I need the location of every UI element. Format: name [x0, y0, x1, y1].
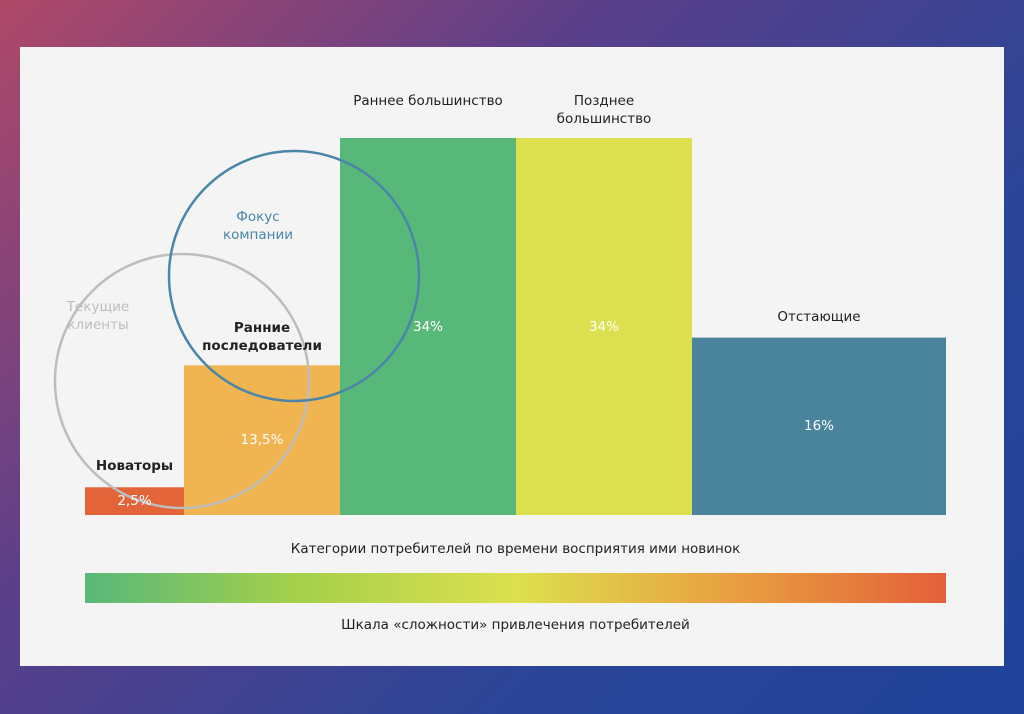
segment-circle	[167, 149, 421, 403]
x-axis-label: Категории потребителей по времени воспри…	[290, 541, 741, 557]
category-label: Ранние последователи	[202, 320, 322, 355]
scale-label: Шкала «сложности» привлечения потребител…	[341, 617, 690, 633]
bar	[340, 138, 516, 515]
bar	[516, 138, 692, 515]
bar	[184, 365, 340, 515]
bar	[85, 487, 184, 515]
value-label: 34%	[412, 318, 443, 335]
value-label: 34%	[588, 318, 619, 335]
category-label: Новаторы	[95, 458, 174, 475]
difficulty-scale	[85, 573, 946, 603]
category-label: Отстающие	[777, 308, 861, 325]
segment-circle	[53, 252, 311, 510]
annotation: Текущие клиенты	[66, 299, 130, 333]
value-label: 2,5%	[117, 493, 152, 510]
annotation: Фокус компании	[222, 209, 294, 243]
category-label: Раннее большинство	[353, 93, 503, 109]
value-label: 16%	[803, 418, 834, 435]
bar	[692, 337, 946, 515]
value-label: 13,5%	[240, 432, 284, 449]
category-label: Позднее большинство	[556, 93, 652, 127]
